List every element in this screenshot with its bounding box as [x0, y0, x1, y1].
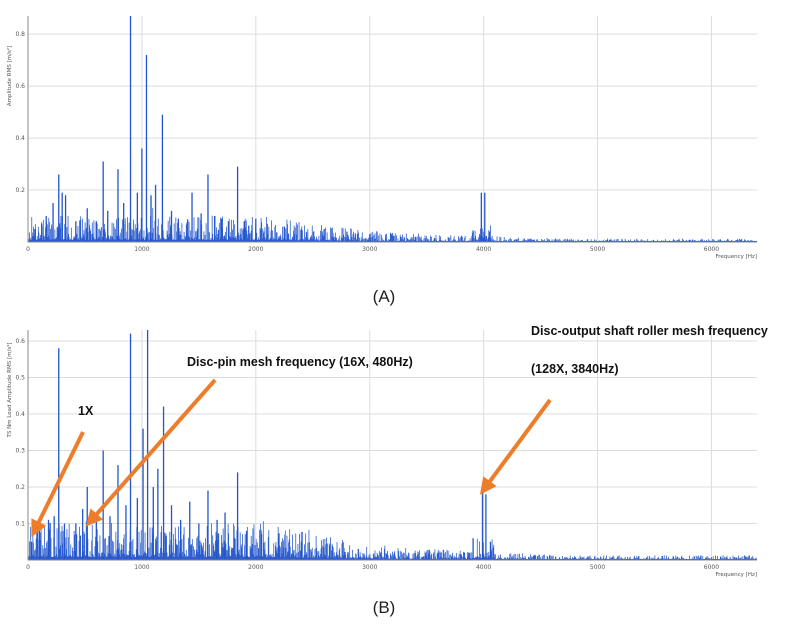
chart-a-y-axis-label: Amplitude RMS [m/s²] — [6, 46, 13, 106]
chart-a-x-tick-label: 0 — [26, 246, 30, 253]
chart-b-x-tick-label: 4000 — [476, 564, 491, 571]
chart-b-y-tick-label: 0.1 — [15, 520, 25, 527]
chart-a-noise-floor — [28, 207, 758, 242]
chart-b-y-tick-label: 0.3 — [15, 447, 25, 454]
annotation-1x-arrow — [31, 431, 85, 538]
chart-b-x-tick-label: 1000 — [134, 564, 149, 571]
chart-b-x-tick-label: 6000 — [704, 564, 719, 571]
annotation-roller-mesh-sublabel: (128X, 3840Hz) — [531, 362, 619, 376]
chart-a-x-tick-label: 6000 — [704, 246, 719, 253]
chart-a-y-tick-label: 0.2 — [15, 187, 25, 194]
chart-a-axes: 0 1000 2000 3000 4000 5000 6000 0.2 0.4 0.6 0.8 — [15, 16, 757, 253]
chart-a-y-tick-label: 0.6 — [15, 83, 25, 90]
chart-a-y-tick-label: 0.8 — [15, 31, 25, 38]
chart-a-x-tick-label: 2000 — [248, 246, 263, 253]
chart-b-y-axis-label: TS Nm Load Amplitude RMS [m/s²] — [6, 342, 13, 438]
chart-a-y-tick-label: 0.4 — [15, 135, 25, 142]
chart-a-x-tick-label: 3000 — [362, 246, 377, 253]
chart-b-noise-floor — [28, 521, 758, 560]
chart-a-x-tick-label: 1000 — [134, 246, 149, 253]
chart-b-x-tick-label: 5000 — [590, 564, 605, 571]
chart-b-y-tick-label: 0.6 — [15, 338, 25, 345]
chart-a-x-tick-label: 4000 — [476, 246, 491, 253]
chart-b-y-tick-label: 0.5 — [15, 374, 25, 381]
chart-panel-a: 0 1000 2000 3000 4000 5000 6000 0.2 0.4 0.6 0.8 Am… — [6, 16, 758, 260]
annotation-1x-label: 1X — [78, 404, 94, 418]
chart-b-y-tick-label: 0.2 — [15, 484, 25, 491]
chart-b-x-tick-label: 2000 — [248, 564, 263, 571]
chart-b-caption: (B) — [373, 598, 396, 617]
chart-b-y-tick-label: 0.4 — [15, 411, 25, 418]
chart-b-grid — [28, 330, 757, 560]
chart-a-x-axis-label: Frequency [Hz] — [716, 254, 757, 260]
chart-b-x-axis-label: Frequency [Hz] — [716, 572, 757, 578]
chart-a-caption: (A) — [373, 287, 396, 306]
chart-b-axis-frame — [27, 330, 757, 561]
chart-a-series — [28, 16, 758, 242]
annotation-disc-pin-label: Disc-pin mesh frequency (16X, 480Hz) — [187, 355, 413, 369]
annotation-roller-mesh-label: Disc-output shaft roller mesh frequency — [531, 324, 768, 338]
chart-panel-b: 0 1000 2000 3000 4000 5000 6000 0.1 0.2 0.3 0.4 0.5… — [6, 330, 758, 578]
chart-b-annotations: 1X Disc-pin mesh frequency (16X, 480Hz) … — [31, 324, 768, 538]
annotation-disc-pin-arrow — [85, 378, 217, 527]
chart-b-x-tick-label: 3000 — [362, 564, 377, 571]
chart-b-axes: 0 1000 2000 3000 4000 5000 6000 0.1 0.2 0.3 0.4 0.5… — [15, 330, 757, 571]
annotation-roller-mesh-arrow — [480, 398, 552, 495]
chart-a-axis-frame — [27, 16, 757, 243]
chart-b-x-tick-label: 0 — [26, 564, 30, 571]
chart-a-x-tick-label: 5000 — [590, 246, 605, 253]
chart-a-grid — [28, 16, 757, 242]
